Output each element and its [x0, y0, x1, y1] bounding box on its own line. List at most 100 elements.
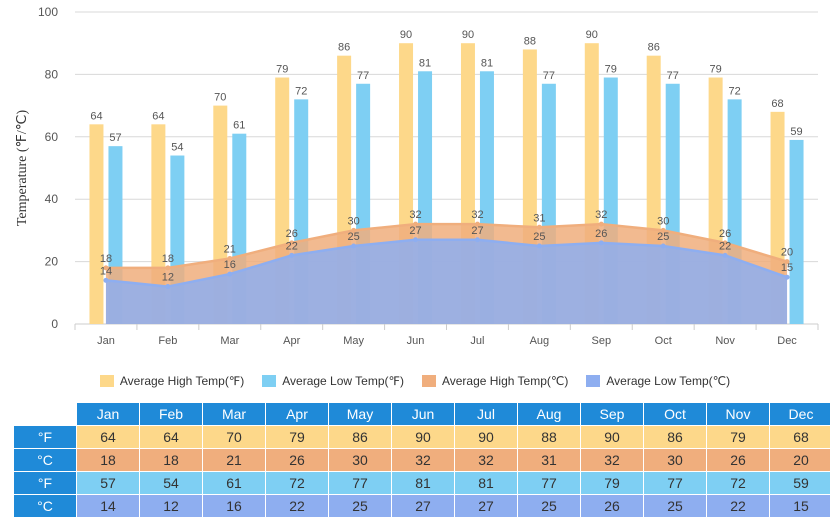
- area-data-label: 14: [100, 265, 112, 277]
- table-cell: 90: [454, 425, 518, 449]
- bar-data-label: 72: [295, 85, 307, 97]
- data-point: [227, 271, 233, 277]
- data-point: [784, 259, 790, 265]
- table-cell: 20: [769, 448, 830, 472]
- data-point: [722, 252, 728, 258]
- y-tick-label: 100: [38, 5, 58, 19]
- area-data-label: 32: [595, 209, 607, 221]
- data-point: [351, 227, 357, 233]
- table-cell: 64: [139, 425, 203, 449]
- bar: [789, 139, 804, 324]
- table-cell: 90: [580, 425, 644, 449]
- table-row: °C 14 12 16 22 25 27 27 25 26 25 22 15: [13, 494, 830, 518]
- table-month-header: Mar: [202, 402, 266, 426]
- bar-data-label: 77: [357, 70, 369, 82]
- area-data-label: 31: [533, 212, 545, 224]
- table-month-header: Sep: [580, 402, 644, 426]
- bar-data-label: 79: [276, 64, 288, 76]
- y-axis-label: Temperature (℉/℃): [15, 110, 30, 227]
- table-cell: 54: [139, 471, 203, 495]
- table-cell: 25: [517, 494, 581, 518]
- area-data-label: 21: [224, 243, 236, 255]
- table-cell: 27: [391, 494, 455, 518]
- bar-data-label: 81: [481, 57, 493, 69]
- area-data-label: 18: [100, 253, 112, 265]
- bar-data-label: 64: [152, 110, 164, 122]
- x-tick-label: Mar: [220, 335, 239, 347]
- area-data-label: 25: [533, 231, 545, 243]
- series-line: [105, 238, 788, 288]
- area-data-label: 30: [348, 215, 360, 227]
- data-point: [474, 237, 480, 243]
- table-cell: 31: [517, 448, 581, 472]
- chart-svg: 0 20 40 60 80 100 Jan Feb Mar Apr May Jun Jul Aug Sep O…: [15, 5, 819, 347]
- legend-swatch: [586, 375, 601, 387]
- table-cell: 21: [202, 448, 266, 472]
- data-point: [103, 265, 109, 271]
- legend-item[interactable]: Average High Temp(℃): [421, 374, 568, 388]
- bar-data-label: 72: [729, 85, 741, 97]
- table-unit-cell: °C: [13, 494, 77, 518]
- legend-item[interactable]: Average High Temp(℉): [99, 374, 245, 388]
- table-month-header: Jan: [76, 402, 140, 426]
- table-cell: 32: [454, 448, 518, 472]
- y-tick-label: 40: [45, 192, 59, 206]
- table-month-header: Feb: [139, 402, 203, 426]
- legend-item[interactable]: Average Low Temp(℉): [262, 374, 404, 388]
- temperature-table: Jan Feb Mar Apr May Jun Jul Aug Sep Oct Nov Dec °F 6…: [13, 402, 830, 518]
- area-data-label: 32: [471, 209, 483, 221]
- chart-legend: Average High Temp(℉) Average Low Temp(℉) A…: [0, 370, 830, 392]
- bar-data-label: 77: [667, 70, 679, 82]
- table-cell: 86: [643, 425, 707, 449]
- table-cell: 15: [769, 494, 830, 518]
- table-corner: [13, 402, 77, 426]
- table-row: °F 64 64 70 79 86 90 90 88 90 86 79 68: [13, 425, 830, 449]
- table-cell: 18: [139, 448, 203, 472]
- y-tick-label: 80: [45, 67, 59, 81]
- bar-data-label: 90: [586, 29, 598, 41]
- table-cell: 14: [76, 494, 140, 518]
- y-tick-label: 0: [51, 317, 58, 331]
- data-point: [660, 227, 666, 233]
- legend-item[interactable]: Average Low Temp(℃): [586, 374, 730, 388]
- area-data-label: 16: [224, 259, 236, 271]
- table-cell: 64: [76, 425, 140, 449]
- legend-swatch: [262, 375, 277, 387]
- table-cell: 72: [265, 471, 329, 495]
- data-point: [598, 221, 604, 227]
- table-month-header: May: [328, 402, 392, 426]
- data-point: [598, 240, 604, 246]
- table-cell: 68: [769, 425, 830, 449]
- table-cell: 70: [202, 425, 266, 449]
- table-month-header: Oct: [643, 402, 707, 426]
- legend-label: Average Low Temp(℃): [606, 374, 731, 388]
- data-point: [165, 265, 171, 271]
- bar-data-label: 86: [338, 42, 350, 54]
- bar-data-label: 90: [462, 29, 474, 41]
- table-cell: 30: [643, 448, 707, 472]
- bar-data-label: 61: [233, 120, 245, 132]
- x-tick-label: Jul: [470, 335, 484, 347]
- table-cell: 61: [202, 471, 266, 495]
- table-cell: 59: [769, 471, 830, 495]
- x-tick-label: Nov: [715, 335, 735, 347]
- data-point: [351, 243, 357, 249]
- table-cell: 27: [454, 494, 518, 518]
- bar-data-label: 88: [524, 35, 536, 47]
- table-cell: 81: [454, 471, 518, 495]
- x-tick-label: Aug: [530, 335, 550, 347]
- bar-data-label: 90: [400, 29, 412, 41]
- legend-label: Average High Temp(℉): [119, 374, 245, 388]
- y-tick-label: 20: [45, 255, 59, 269]
- data-point: [536, 243, 542, 249]
- area-data-label: 26: [719, 228, 731, 240]
- table-cell: 12: [139, 494, 203, 518]
- table-cell: 25: [328, 494, 392, 518]
- bar: [89, 124, 104, 324]
- area-data-label: 27: [409, 225, 421, 237]
- legend-swatch: [99, 375, 114, 387]
- data-point: [289, 240, 295, 246]
- table-month-header: Nov: [706, 402, 770, 426]
- table-cell: 22: [706, 494, 770, 518]
- legend-swatch: [421, 375, 436, 387]
